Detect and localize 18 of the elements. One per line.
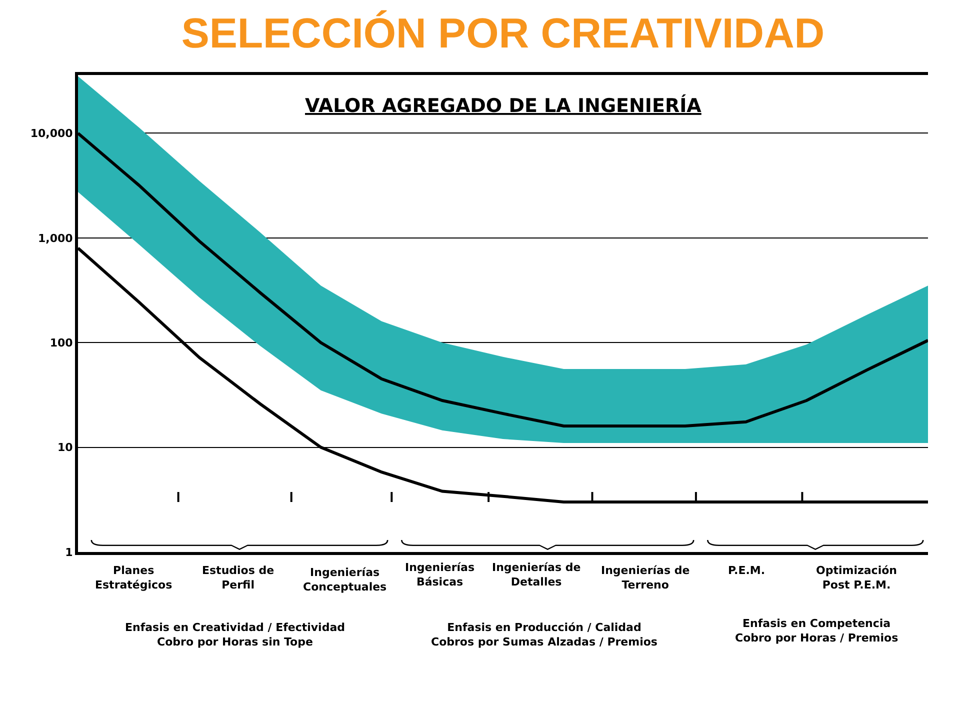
text: Optimización Post P.E.M. [816, 564, 897, 592]
chart-title: SELECCIÓN POR CREATIVIDAD [181, 9, 825, 56]
text: Ingenierías Conceptuales [303, 566, 388, 594]
text: Enfasis en Competencia Cobro por Horas / Premios [735, 617, 899, 644]
y-tick-label: 1,000 [38, 232, 74, 245]
text: VALOR AGREGADO DE LA INGENIERÍA [305, 94, 702, 117]
text: P.E.M. [728, 564, 766, 577]
text: Ingenierías de Terreno [601, 564, 690, 592]
text: Enfasis en Creatividad / Efectividad Cobro por Horas sin Tope [125, 621, 345, 648]
y-tick-label: 1 [65, 546, 73, 559]
y-tick-label: 100 [50, 336, 74, 350]
y-tick-label: 10,000 [30, 127, 74, 140]
text: Ingenierías Básicas [405, 561, 475, 588]
text: Planes Estratégicos [95, 564, 173, 592]
text: Enfasis en Producción / Calidad Cobros por Sumas Alzadas / Premios [431, 621, 658, 648]
text: Estudios de Perfil [202, 564, 274, 592]
text: Ingenierías de Detalles [492, 561, 581, 588]
y-tick-label: 10 [57, 441, 74, 454]
